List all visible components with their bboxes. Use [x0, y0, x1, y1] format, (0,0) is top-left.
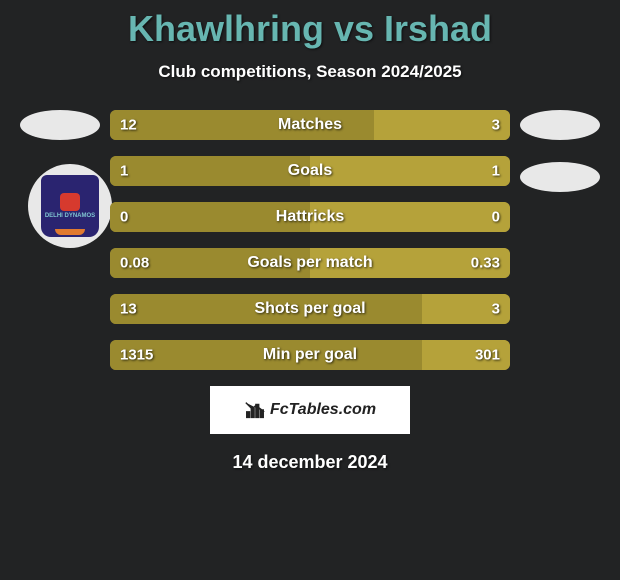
page-title: Khawlhring vs Irshad	[0, 0, 620, 50]
stat-value-right: 3	[492, 117, 500, 134]
player-right-badge	[520, 110, 600, 140]
brand-chart-icon	[244, 399, 266, 421]
stat-row: Min per goal 1315 301	[110, 340, 510, 370]
brand-text: FcTables.com	[270, 401, 376, 419]
comparison-content: DELHI DYNAMOS Matches 12 3 Goals 1 1 Hattricks…	[0, 110, 620, 370]
player-right-badge-2	[520, 162, 600, 192]
stat-label: Hattricks	[276, 208, 344, 226]
stat-value-left: 12	[120, 117, 137, 134]
stat-value-left: 0	[120, 209, 128, 226]
stat-value-left: 0.08	[120, 255, 149, 272]
stat-value-right: 1	[492, 163, 500, 180]
stat-value-right: 301	[475, 347, 500, 364]
stat-value-left: 1	[120, 163, 128, 180]
stat-bar-left	[110, 156, 310, 186]
club-name-text: DELHI DYNAMOS	[45, 213, 95, 219]
stat-label: Matches	[278, 116, 342, 134]
stat-value-left: 13	[120, 301, 137, 318]
club-mascot-icon	[60, 193, 80, 211]
stat-label: Min per goal	[263, 346, 357, 364]
stat-row: Shots per goal 13 3	[110, 294, 510, 324]
stat-label: Shots per goal	[254, 300, 365, 318]
stat-bars: Matches 12 3 Goals 1 1 Hattricks 0 0 Goals per ma…	[110, 110, 510, 370]
stat-row: Goals 1 1	[110, 156, 510, 186]
stat-label: Goals per match	[247, 254, 372, 272]
stat-value-right: 0	[492, 209, 500, 226]
player-left-badge	[20, 110, 100, 140]
subtitle: Club competitions, Season 2024/2025	[0, 62, 620, 82]
stat-row: Matches 12 3	[110, 110, 510, 140]
date-text: 14 december 2024	[0, 452, 620, 473]
stat-row: Goals per match 0.08 0.33	[110, 248, 510, 278]
stat-value-right: 0.33	[471, 255, 500, 272]
stat-value-right: 3	[492, 301, 500, 318]
stat-value-left: 1315	[120, 347, 153, 364]
club-logo-left: DELHI DYNAMOS	[28, 164, 112, 248]
stat-row: Hattricks 0 0	[110, 202, 510, 232]
stat-bar-right	[374, 110, 510, 140]
brand-tag: FcTables.com	[210, 386, 410, 434]
stat-label: Goals	[288, 162, 332, 180]
stat-bar-right	[310, 156, 510, 186]
